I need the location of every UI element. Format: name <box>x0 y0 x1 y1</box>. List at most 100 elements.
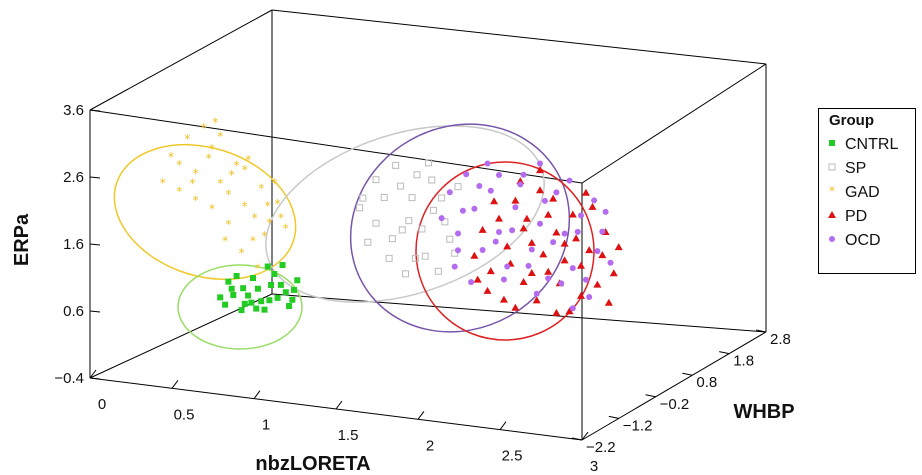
point-pd <box>610 269 618 276</box>
y-axis-title: ERPa <box>11 213 33 266</box>
y-tick-label: −0.4 <box>54 370 84 387</box>
point-pd <box>528 239 536 246</box>
legend: Group CNTRL SP * GAD PD OCD <box>818 108 916 274</box>
point-cntrl <box>275 295 281 301</box>
point-gad: * <box>261 229 267 243</box>
point-sp <box>412 255 418 261</box>
point-cntrl <box>286 303 292 309</box>
box-edge <box>582 332 766 440</box>
point-pd <box>552 309 560 316</box>
point-ocd <box>512 204 518 210</box>
point-pd <box>539 250 547 257</box>
point-cntrl <box>248 300 254 306</box>
point-gad: * <box>265 199 271 213</box>
point-ocd <box>468 279 474 285</box>
point-pd <box>487 267 495 274</box>
ellipse-cntrl <box>178 265 302 349</box>
point-cntrl <box>253 306 259 312</box>
point-ocd <box>603 209 609 215</box>
circle-icon <box>825 232 839 250</box>
x-tick-mark <box>500 422 506 430</box>
point-ocd <box>439 215 445 221</box>
point-ocd <box>509 227 515 233</box>
point-pd <box>479 226 487 233</box>
z-tick-mark <box>682 373 692 375</box>
point-gad: * <box>168 150 174 164</box>
triangle-icon <box>825 208 839 226</box>
point-pd <box>470 252 478 259</box>
legend-label: PD <box>845 208 867 226</box>
point-gad: * <box>252 211 258 225</box>
point-ocd <box>529 247 535 253</box>
point-ocd <box>537 221 543 227</box>
point-ocd <box>558 280 564 286</box>
point-pd <box>544 268 552 275</box>
x-axis-title: nbzLORETA <box>255 453 370 475</box>
point-pd <box>549 195 557 202</box>
y-tick-mark <box>90 311 100 312</box>
point-ocd <box>504 264 510 270</box>
point-pd <box>569 211 577 218</box>
legend-label: GAD <box>845 184 880 202</box>
point-pd <box>511 304 519 311</box>
square-icon <box>825 136 839 154</box>
point-sp <box>373 177 379 183</box>
x-tick-label: 1.5 <box>338 427 359 444</box>
point-pd <box>484 287 492 294</box>
legend-label: SP <box>845 160 866 178</box>
point-sp <box>439 195 445 201</box>
box-edge <box>90 10 272 110</box>
point-ocd <box>496 229 502 235</box>
point-ocd <box>570 265 576 271</box>
point-ocd <box>591 197 597 203</box>
point-gad: * <box>160 176 166 190</box>
point-sp <box>409 195 415 201</box>
point-gad: * <box>250 234 256 248</box>
point-cntrl <box>222 302 228 308</box>
point-ocd <box>567 178 573 184</box>
point-pd <box>605 299 613 306</box>
point-sp <box>357 205 363 211</box>
z-tick-label: 1.8 <box>733 353 754 370</box>
point-gad: * <box>242 163 248 177</box>
x-tick-label: 3 <box>590 458 598 475</box>
point-gad: * <box>212 116 218 130</box>
point-sp <box>430 207 436 213</box>
x-tick-mark <box>254 391 260 399</box>
point-sp <box>422 253 428 259</box>
point-gad: * <box>217 130 223 144</box>
x-tick-mark <box>172 380 178 388</box>
point-sp <box>360 195 366 201</box>
series-ocd <box>439 160 614 311</box>
point-pd <box>490 197 498 204</box>
point-ocd <box>485 161 491 167</box>
point-ocd <box>517 181 523 187</box>
legend-marker-shape <box>829 236 835 242</box>
y-tick-label: 1.6 <box>63 236 84 253</box>
point-ocd <box>493 239 499 245</box>
point-gad: * <box>225 188 231 202</box>
z-tick-label: −0.2 <box>660 396 690 413</box>
z-tick-mark <box>646 395 656 397</box>
series-sp <box>357 160 461 277</box>
point-ocd <box>521 172 527 178</box>
point-cntrl <box>239 307 245 313</box>
point-cntrl <box>230 292 236 298</box>
legend-label: CNTRL <box>845 136 898 154</box>
point-cntrl <box>278 282 284 288</box>
point-ocd <box>586 294 592 300</box>
point-sp <box>406 218 412 224</box>
x-tick-label: 1 <box>262 417 270 434</box>
x-tick-label: 0 <box>98 396 106 413</box>
point-pd <box>577 262 585 269</box>
y-tick-label: 2.6 <box>63 169 84 186</box>
point-sp <box>429 177 435 183</box>
z-tick-label: −1.2 <box>623 417 653 434</box>
y-tick-label: 0.6 <box>63 303 84 320</box>
point-gad: * <box>184 132 190 146</box>
point-ocd <box>476 183 482 189</box>
point-ocd <box>488 188 494 194</box>
point-cntrl <box>234 273 240 279</box>
point-gad: * <box>225 218 231 232</box>
